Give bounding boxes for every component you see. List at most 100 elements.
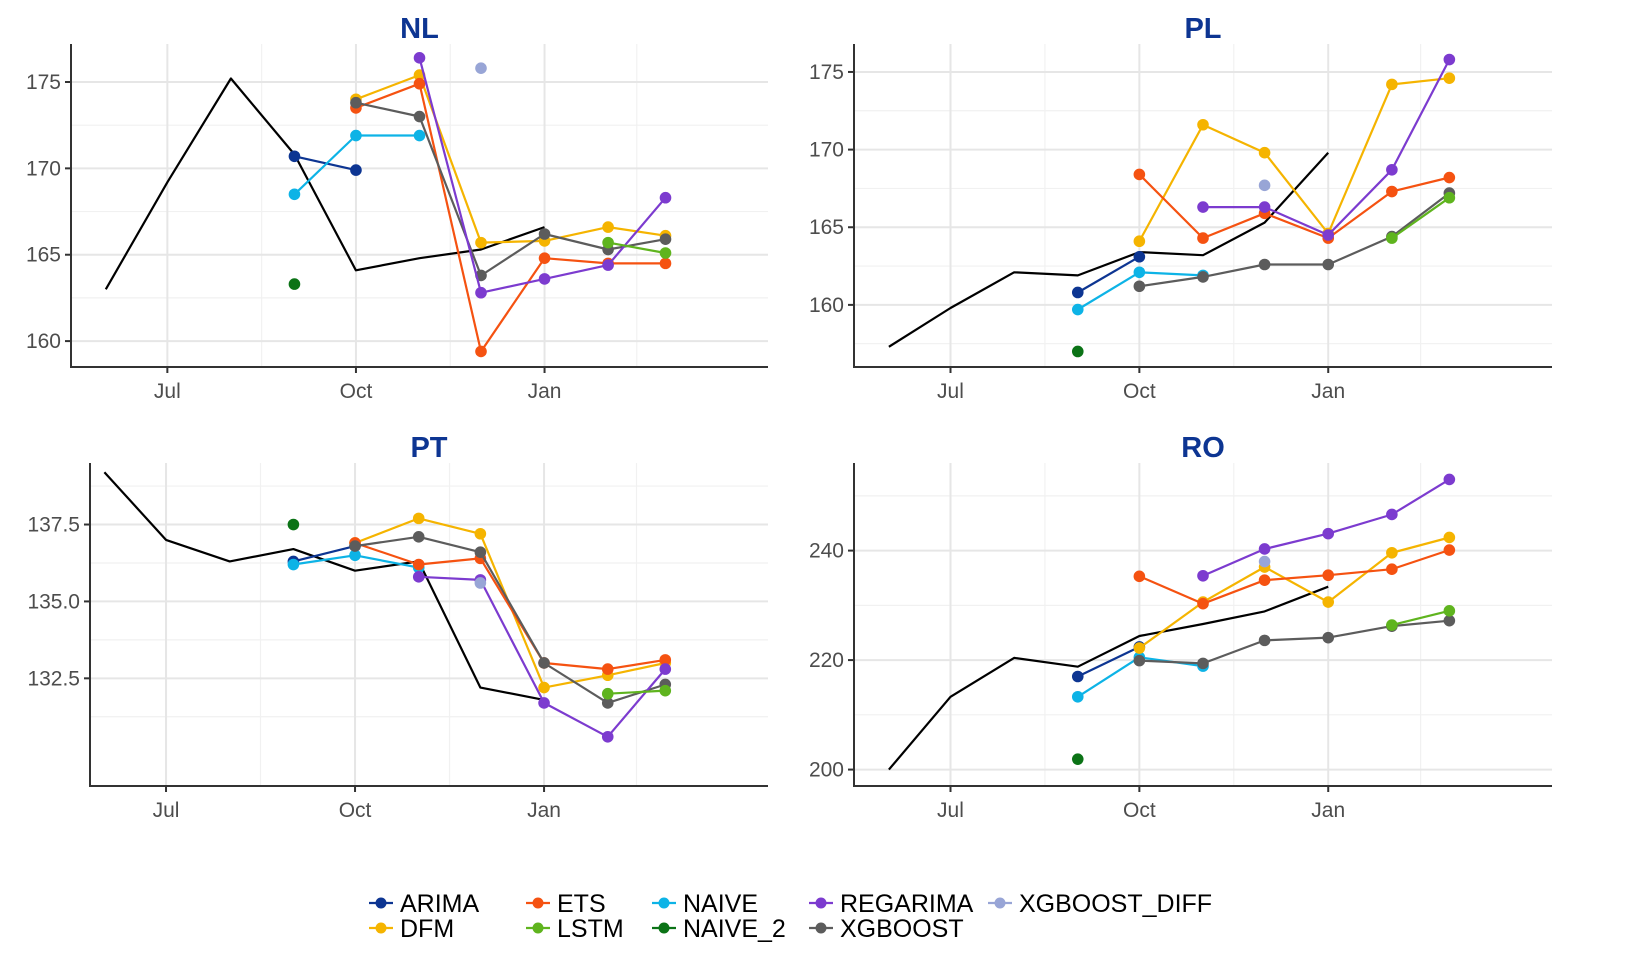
legend: ARIMA ETS NAIVE REGARIMA XGBOOST_DIFF DFM LSTM… (369, 890, 1212, 943)
data-point-ets (1443, 544, 1456, 556)
legend-key-dot (815, 922, 827, 934)
data-point-regarima (412, 571, 425, 583)
data-point-naive (1071, 303, 1084, 316)
data-point-dfm (474, 527, 487, 540)
legend-key-dot (658, 922, 670, 934)
x-tick-label: Jul (153, 799, 180, 822)
data-point-dfm (1386, 546, 1398, 559)
y-tick-label: 170 (809, 139, 844, 162)
series-line-ets (354, 541, 666, 671)
series-naive-2 (288, 278, 301, 290)
data-point-ets (538, 252, 551, 264)
series-line-xgboost (1139, 192, 1451, 288)
data-point-regarima (475, 286, 487, 299)
legend-item-xgboost: XGBOOST (809, 915, 964, 943)
series-dfm (350, 69, 672, 249)
y-tick-label: 170 (26, 157, 61, 180)
x-tick-label: Jul (937, 799, 964, 822)
series-line-lstm (607, 689, 666, 695)
data-point-ets (413, 77, 426, 90)
data-point-regarima (413, 52, 426, 64)
data-point-naive (350, 129, 362, 142)
legend-label: ETS (557, 890, 606, 918)
legend-label: DFM (400, 915, 454, 943)
legend-key-dot (375, 897, 387, 909)
legend-item-regarima: REGARIMA (809, 890, 974, 918)
data-point-naive-2 (287, 518, 300, 531)
data-point-xgboost (538, 228, 551, 240)
data-point-regarima (538, 273, 551, 285)
data-point-ets (1133, 168, 1146, 181)
data-point-regarima (1386, 163, 1398, 176)
data-point-ets (475, 345, 487, 358)
series-xgboost-diff (1258, 555, 1271, 568)
y-tick-label: 240 (809, 540, 844, 563)
panel-title-pl: PL (1184, 13, 1221, 45)
data-point-xgboost (1133, 654, 1146, 667)
series-naive (288, 129, 426, 201)
data-point-arima (1133, 250, 1146, 263)
panel-title-nl: NL (400, 13, 439, 45)
series-naive-2 (287, 518, 300, 531)
data-point-regarima (1386, 508, 1398, 521)
series-line-regarima (1203, 58, 1451, 237)
series-xgboost (350, 96, 672, 282)
legend-label: LSTM (557, 915, 624, 943)
panel-title-pt: PT (410, 432, 447, 464)
data-point-ets (1386, 563, 1398, 576)
legend-label: XGBOOST (840, 915, 964, 943)
data-point-naive-2 (1071, 345, 1084, 358)
x-tick-label: Oct (1123, 380, 1156, 403)
data-point-regarima (1258, 543, 1271, 555)
data-point-dfm (1133, 642, 1146, 654)
series-line-dfm (1138, 77, 1450, 242)
data-point-naive-2 (1071, 753, 1084, 765)
legend-item-xgboost-diff: XGBOOST_DIFF (988, 890, 1212, 918)
y-tick-label: 175 (26, 71, 61, 94)
legend-key-dot (658, 897, 670, 909)
legend-item-arima: ARIMA (369, 890, 480, 918)
series-line-arima (294, 155, 357, 172)
legend-key-dot (815, 897, 827, 909)
data-point-dfm (1133, 235, 1146, 248)
data-point-xgboost (1443, 614, 1456, 627)
data-point-xgboost (1322, 258, 1335, 271)
data-point-arima (288, 150, 301, 163)
x-tick-label: Jan (527, 799, 561, 822)
data-point-ets (659, 654, 672, 666)
legend-item-naive: NAIVE (652, 890, 758, 918)
data-point-dfm (1197, 118, 1209, 131)
series-ets (1133, 544, 1456, 610)
data-point-lstm (659, 684, 672, 697)
data-point-regarima (659, 191, 672, 204)
actual-series-line (888, 151, 1330, 348)
series-line-lstm (607, 241, 666, 255)
data-point-regarima (538, 697, 550, 709)
legend-key-dot (375, 922, 387, 934)
data-point-naive-2 (288, 278, 301, 290)
data-point-xgboost (1258, 258, 1271, 271)
data-point-naive (1133, 266, 1146, 279)
data-point-ets (1258, 574, 1271, 586)
data-point-lstm (602, 236, 614, 249)
data-point-ets (1386, 185, 1398, 198)
data-point-regarima (1197, 201, 1209, 213)
x-tick-label: Oct (340, 380, 373, 403)
data-point-xgboost (349, 540, 361, 552)
data-point-ets (1443, 171, 1456, 184)
series-regarima (1197, 473, 1456, 582)
data-point-xgboost (1258, 634, 1271, 647)
series-line-xgboost (355, 101, 666, 277)
data-point-regarima (1443, 53, 1456, 66)
x-tick-label: Jul (937, 380, 964, 403)
series-lstm (602, 236, 672, 259)
series-naive-2 (1071, 345, 1084, 358)
data-point-ets (601, 663, 614, 675)
data-point-xgboost (1133, 280, 1146, 293)
legend-label: REGARIMA (840, 890, 974, 918)
legend-label: NAIVE (683, 890, 758, 918)
y-tick-label: 220 (809, 649, 844, 672)
data-point-dfm (1443, 72, 1456, 84)
data-point-xgboost-diff (475, 62, 487, 74)
